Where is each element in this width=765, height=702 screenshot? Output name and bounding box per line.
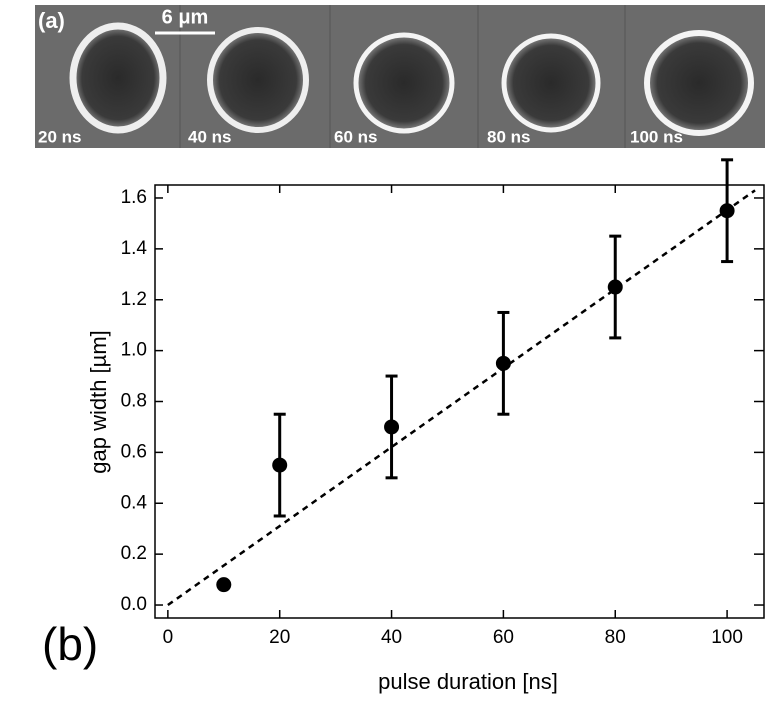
x-tick-label: 20: [269, 627, 290, 648]
image-label: 20 ns: [38, 127, 81, 146]
figure: (a) 6 μm 20 ns 40 ns 60 ns 80 ns 100 ns …: [0, 0, 765, 697]
y-tick-label: 1.6: [121, 187, 147, 208]
point: [216, 577, 231, 592]
image-label: 60 ns: [334, 127, 377, 146]
point: [608, 280, 623, 295]
x-tick-label: 60: [493, 627, 514, 648]
y-tick-label: 0.0: [121, 594, 147, 615]
hole: [504, 36, 598, 130]
image-label: 80 ns: [487, 127, 530, 146]
panel-label: (a): [38, 8, 65, 33]
y-tick-label: 1.4: [121, 238, 148, 259]
point: [272, 458, 287, 473]
x-tick-label: 100: [711, 627, 743, 648]
y-tick-label: 1.2: [121, 289, 147, 310]
y-tick-label: 0.2: [121, 543, 147, 564]
hole: [73, 26, 163, 130]
y-tick-label: 1.0: [121, 340, 147, 361]
y-tick-label: 0.4: [121, 492, 148, 513]
x-axis-title: pulse duration [ns]: [378, 669, 558, 694]
point: [720, 203, 735, 218]
hole: [210, 30, 306, 130]
image-label: 100 ns: [630, 127, 683, 146]
hole: [647, 33, 751, 133]
y-tick-label: 0.6: [121, 441, 147, 462]
image-label: 40 ns: [188, 127, 231, 146]
sem-strip: (a) 6 μm 20 ns 40 ns 60 ns 80 ns 100 ns: [35, 5, 765, 148]
x-tick-label: 40: [381, 627, 402, 648]
x-tick-label: 80: [605, 627, 626, 648]
point: [496, 356, 511, 371]
fit-line: [168, 190, 755, 605]
panel-label: (b): [42, 618, 98, 670]
scale-bar-label: 6 μm: [162, 6, 209, 28]
page: {"panel_a": {"label": "(a)", "scale_bar"…: [0, 0, 765, 702]
y-axis-title: gap width [µm]: [86, 330, 111, 474]
y-tick-label: 0.8: [121, 391, 147, 412]
point: [384, 419, 399, 434]
hole: [356, 35, 452, 131]
x-tick-label: 0: [163, 627, 174, 648]
